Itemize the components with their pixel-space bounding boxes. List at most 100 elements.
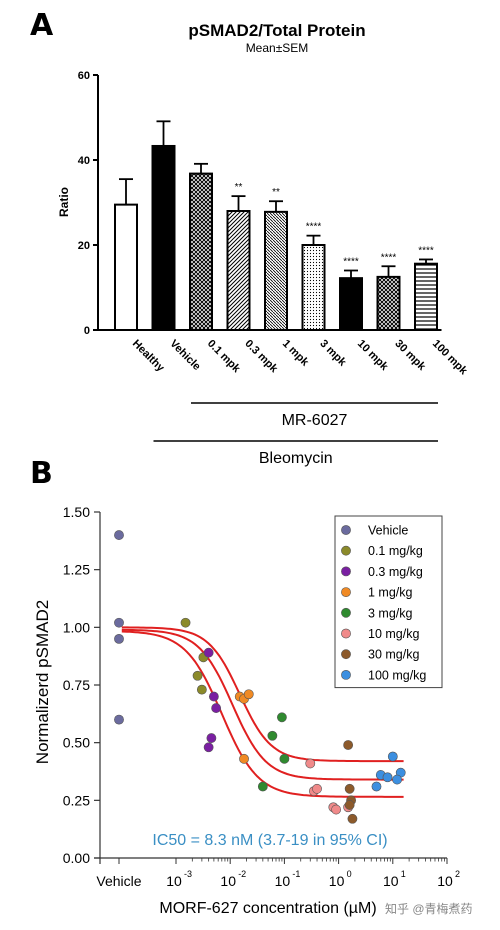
panel-b-letter: B: [30, 456, 53, 491]
bar-chart-psmad2: pSMAD2/Total Protein Mean±SEM Ratio 0 20 4…: [57, 21, 470, 467]
legend-box: [334, 515, 443, 689]
data-point: [211, 703, 222, 713]
legend-marker: [341, 607, 351, 618]
significance-label: ****: [306, 222, 322, 233]
data-point: [114, 714, 124, 725]
y-tick-label: 1.50: [63, 504, 90, 520]
group-label: Bleomycin: [259, 450, 333, 467]
data-point: [196, 684, 207, 695]
data-point: [392, 774, 402, 785]
x-tick-label: 10: [166, 873, 182, 889]
legend-label: Vehicle: [368, 524, 408, 538]
data-point: [114, 530, 124, 540]
x-tick-label: 10: [329, 873, 345, 889]
data-point: [114, 617, 124, 628]
legend-label: 0.3 mg/kg: [368, 565, 423, 579]
chart-b-xlabel: MORF-627 concentration (µM): [159, 900, 376, 917]
bar: [189, 172, 213, 331]
panel-a-letter: A: [30, 8, 54, 43]
legend-marker: [341, 545, 351, 556]
data-point: [114, 633, 124, 644]
bar: [226, 210, 251, 331]
fit-curve: [121, 628, 404, 781]
bar: [264, 210, 288, 332]
y-tick-label: 1.25: [63, 562, 90, 578]
bar: [376, 275, 401, 331]
y-tick-label: 60: [78, 70, 90, 82]
group-label: MR-6027: [282, 412, 348, 429]
y-tick-label: 1.00: [63, 619, 90, 635]
bar: [414, 262, 438, 332]
x-tick-exponent: -1: [292, 869, 300, 879]
x-tick-exponent: -3: [184, 869, 192, 879]
chart-a-ylabel: Ratio: [57, 187, 71, 217]
y-tick-label: 0: [84, 325, 90, 337]
data-point: [279, 753, 290, 764]
significance-label: **: [272, 187, 280, 198]
x-tick-label: 10: [437, 873, 453, 889]
legend-label: 3 mg/kg: [368, 606, 413, 620]
y-tick-label: 0.50: [63, 735, 90, 751]
chart-a-subtitle: Mean±SEM: [246, 41, 309, 55]
y-tick-label: 0.00: [63, 850, 90, 866]
x-tick-label: Vehicle: [96, 873, 141, 889]
y-tick-label: 0.75: [63, 677, 90, 693]
chart-b-ylabel: Normalizerd pSMAD2: [33, 600, 52, 764]
legend-label: 1 mg/kg: [368, 586, 413, 600]
fit-curve: [121, 626, 404, 763]
significance-label: ****: [381, 252, 397, 263]
data-point: [344, 800, 355, 810]
legend-marker: [341, 587, 351, 597]
x-tick-exponent: 1: [401, 869, 406, 879]
legend-label: 30 mg/kg: [368, 648, 419, 662]
x-tick-label: 10: [383, 873, 399, 889]
x-tick-label: 10: [220, 873, 236, 889]
legend-marker: [341, 670, 351, 680]
data-point: [239, 753, 249, 764]
data-point: [203, 647, 214, 658]
fit-curve: [121, 630, 404, 798]
y-tick-label: 0.25: [63, 792, 90, 808]
y-tick-label: 20: [78, 240, 90, 252]
data-point: [305, 758, 316, 769]
x-tick-exponent: -2: [238, 869, 246, 879]
chart-a-title: pSMAD2/Total Protein: [188, 21, 365, 40]
data-point: [243, 689, 254, 700]
legend-marker: [341, 525, 351, 535]
bar: [301, 244, 326, 331]
data-point: [257, 781, 268, 792]
significance-label: ****: [418, 245, 434, 256]
y-tick-label: 40: [78, 155, 90, 167]
significance-label: ****: [343, 257, 359, 268]
bar: [114, 203, 138, 331]
data-point: [180, 617, 191, 628]
data-point: [371, 781, 382, 792]
data-point: [387, 751, 398, 762]
data-point: [267, 730, 278, 741]
data-point: [382, 772, 393, 783]
data-point: [192, 670, 203, 681]
watermark: 知乎 @青梅煮药: [385, 902, 473, 916]
data-point: [206, 733, 217, 743]
legend-label: 100 mg/kg: [368, 668, 426, 682]
x-tick-label: 10: [275, 873, 291, 889]
x-tick-exponent: 0: [347, 869, 352, 879]
data-point: [344, 783, 355, 794]
data-point: [208, 691, 219, 702]
data-point: [347, 813, 358, 824]
data-point: [203, 742, 214, 753]
data-point: [277, 712, 287, 723]
x-tick-exponent: 2: [455, 869, 460, 879]
data-point: [312, 783, 322, 794]
bar: [151, 144, 176, 331]
legend-label: 0.1 mg/kg: [368, 544, 423, 558]
ic50-annotation: IC50 = 8.3 nM (3.7-19 in 95% CI): [152, 832, 387, 849]
legend-marker: [341, 628, 351, 639]
legend-marker: [341, 649, 351, 660]
significance-label: **: [235, 182, 243, 193]
data-point: [343, 740, 354, 750]
data-point: [331, 804, 342, 815]
legend-label: 10 mg/kg: [368, 627, 419, 641]
bar: [339, 277, 363, 331]
